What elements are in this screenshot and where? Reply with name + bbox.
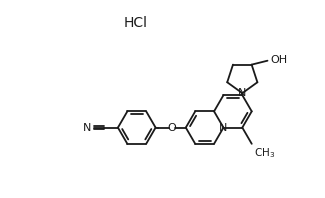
Text: N: N — [219, 123, 228, 133]
Text: OH: OH — [270, 55, 288, 65]
Text: N: N — [238, 88, 246, 98]
Text: N: N — [83, 123, 91, 133]
Text: O: O — [168, 123, 176, 133]
Text: CH$_3$: CH$_3$ — [254, 146, 275, 160]
Text: HCl: HCl — [123, 16, 147, 30]
